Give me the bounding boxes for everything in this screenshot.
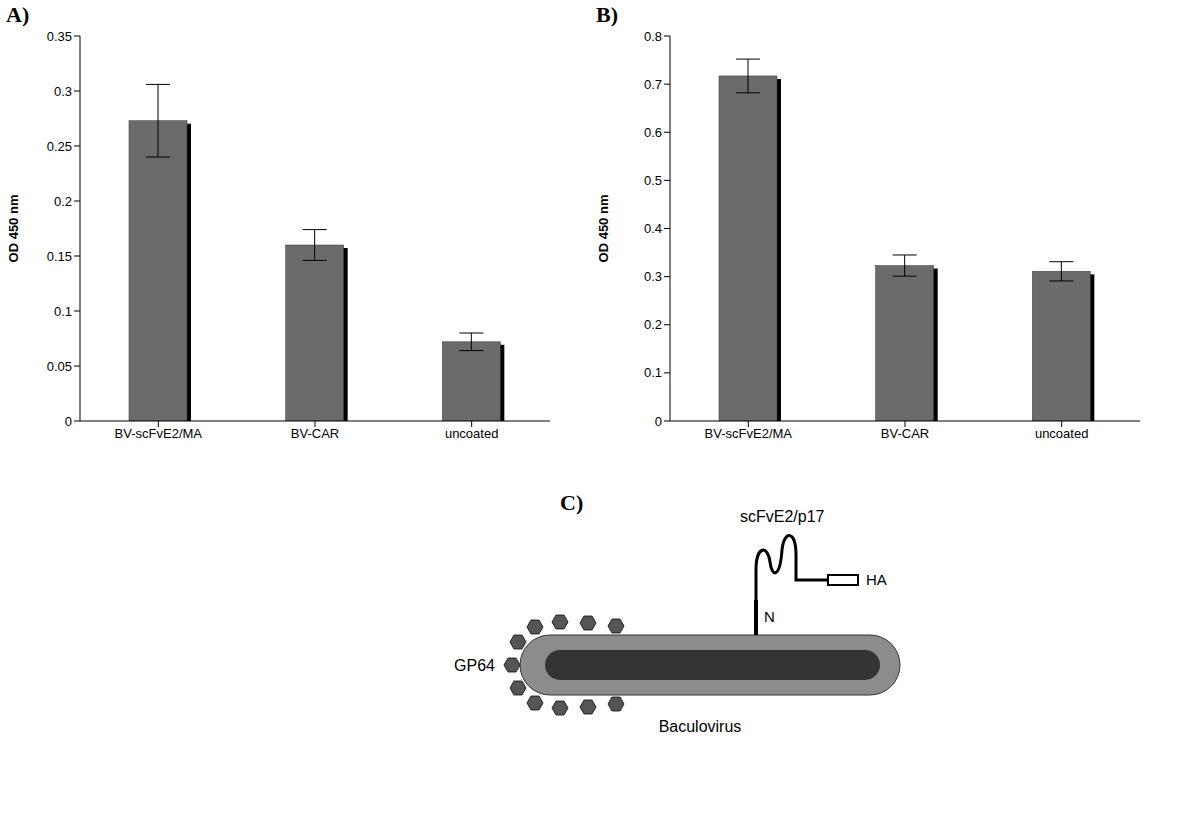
svg-text:0.7: 0.7 [644,77,662,92]
svg-text:0.35: 0.35 [47,29,72,44]
svg-text:N: N [764,608,775,625]
svg-text:BV-scFvE2/MA: BV-scFvE2/MA [115,426,203,441]
svg-text:0.05: 0.05 [47,359,72,374]
svg-text:C): C) [560,490,583,515]
html-text:B): B) [596,2,618,27]
svg-text:BV-CAR: BV-CAR [291,426,339,441]
svg-text:GP64: GP64 [454,657,495,674]
svg-text:Baculovirus: Baculovirus [659,718,742,735]
svg-text:BV-scFvE2/MA: BV-scFvE2/MA [705,426,793,441]
svg-text:0.5: 0.5 [644,173,662,188]
svg-text:0.2: 0.2 [644,317,662,332]
svg-text:OD 450 nm: OD 450 nm [596,195,611,263]
svg-text:0.3: 0.3 [54,84,72,99]
svg-text:BV-CAR: BV-CAR [881,426,929,441]
svg-text:0.25: 0.25 [47,139,72,154]
svg-text:HA: HA [866,571,887,588]
svg-text:0.2: 0.2 [54,194,72,209]
svg-text:0.6: 0.6 [644,125,662,140]
svg-text:scFvE2/p17: scFvE2/p17 [740,508,825,525]
svg-text:0: 0 [655,414,662,429]
svg-text:0: 0 [65,414,72,429]
svg-text:0.15: 0.15 [47,249,72,264]
svg-text:0.4: 0.4 [644,221,662,236]
svg-text:OD 450 nm: OD 450 nm [6,195,21,263]
svg-text:uncoated: uncoated [1035,426,1089,441]
svg-text:0.8: 0.8 [644,29,662,44]
svg-text:0.1: 0.1 [644,365,662,380]
svg-text:0.1: 0.1 [54,304,72,319]
html-text:A): A) [6,2,30,27]
svg-text:0.3: 0.3 [644,269,662,284]
svg-text:uncoated: uncoated [445,426,499,441]
